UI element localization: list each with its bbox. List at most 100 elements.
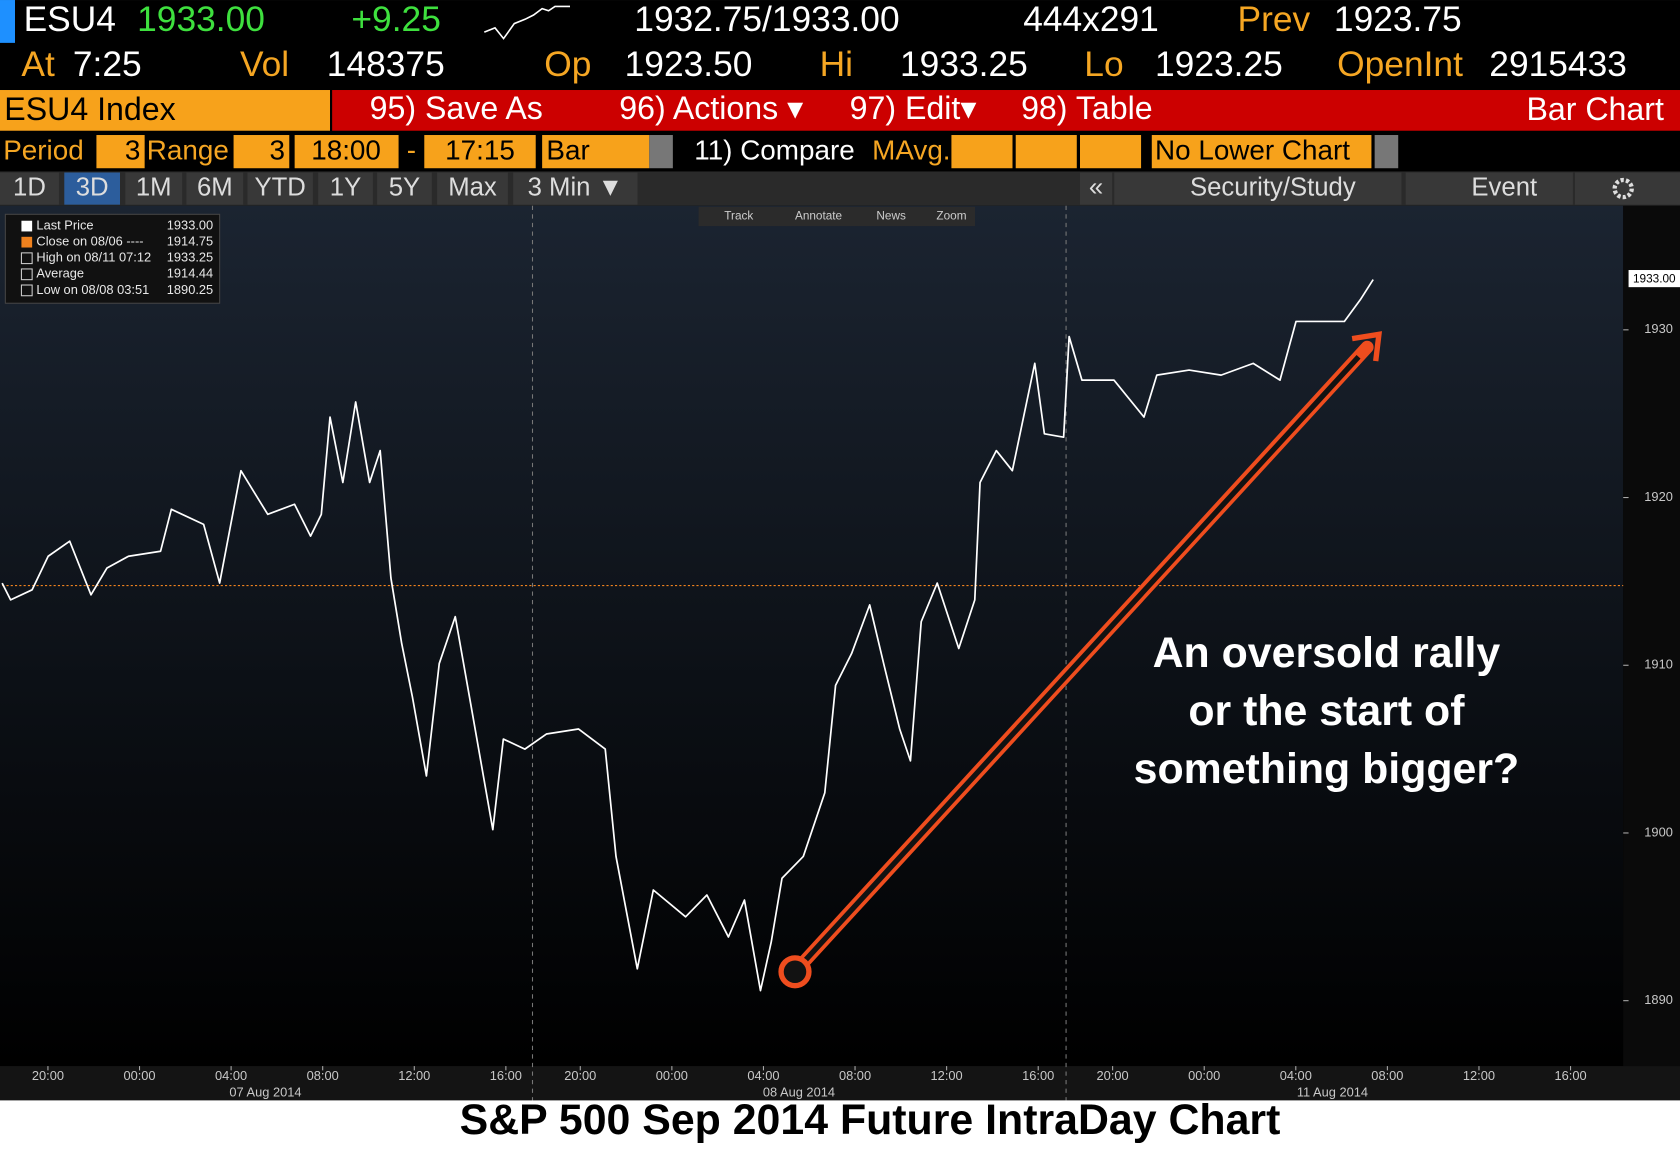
- x-tick-label: 04:00: [215, 1068, 247, 1083]
- tab[interactable]: [0, 172, 59, 205]
- x-tick-label: 20:00: [32, 1068, 64, 1083]
- tab-label[interactable]: 1D: [13, 173, 46, 201]
- toolbar-button[interactable]: 95) Save As: [370, 90, 543, 126]
- setting: MAvg.: [872, 135, 950, 166]
- tool-label[interactable]: «: [1089, 173, 1103, 201]
- x-tick-label: 16:00: [1554, 1068, 1586, 1083]
- price-line: [1, 279, 1374, 992]
- mavg-box[interactable]: [1080, 135, 1142, 169]
- lower-box[interactable]: [1151, 135, 1372, 169]
- tab-label[interactable]: 3 Min ▼: [528, 173, 623, 201]
- legend-swatch: [20, 268, 33, 281]
- style-box[interactable]: [542, 135, 650, 169]
- tab-label[interactable]: 1Y: [330, 173, 361, 201]
- end-box[interactable]: [424, 135, 536, 169]
- tab-label[interactable]: 1M: [136, 173, 172, 201]
- header-field: 148375: [327, 45, 445, 84]
- header-field: OpenInt: [1337, 45, 1463, 84]
- tab[interactable]: [186, 172, 244, 205]
- tool-button[interactable]: [1405, 172, 1573, 205]
- tab[interactable]: [437, 172, 508, 205]
- tab-backgrounds: [0, 172, 1680, 205]
- tab[interactable]: [377, 172, 432, 205]
- tab[interactable]: [64, 172, 120, 205]
- period-box[interactable]: [96, 135, 145, 169]
- tool-label[interactable]: Security/Study: [1190, 173, 1356, 201]
- x-tick-label: 00:00: [656, 1068, 688, 1083]
- y-axis-area: [1623, 205, 1680, 1067]
- header-field: 1933.25: [900, 45, 1028, 84]
- header-field: 444x291: [1023, 0, 1159, 39]
- x-tick-label: 12:00: [398, 1068, 430, 1083]
- chart-tool[interactable]: News: [876, 210, 906, 223]
- legend-swatch: [21, 236, 33, 248]
- dropdown[interactable]: [649, 135, 673, 169]
- settings-button[interactable]: [1575, 172, 1680, 205]
- legend-value: 1914.75: [167, 234, 213, 249]
- x-date-label: 07 Aug 2014: [229, 1084, 301, 1099]
- mavg-box[interactable]: [1015, 135, 1077, 169]
- chart: 1890 1900 1910 1920 1930 20:00 00:00 04:00 08:00…: [1, 217, 1676, 1099]
- tab-label[interactable]: Max: [448, 173, 497, 201]
- tool-label[interactable]: Event: [1471, 173, 1537, 201]
- security-box[interactable]: [0, 90, 330, 131]
- x-tick-label: 08:00: [839, 1068, 871, 1083]
- legend-value: 1914.44: [167, 266, 213, 281]
- tab-label[interactable]: 6M: [197, 173, 233, 201]
- tool-button[interactable]: [1080, 172, 1113, 205]
- setting: Bar: [546, 135, 589, 166]
- y-tick-label: 1930: [1644, 321, 1673, 336]
- start-box[interactable]: [294, 135, 399, 169]
- x-tick-label: 12:00: [1463, 1068, 1495, 1083]
- x-tick-label: 04:00: [747, 1068, 779, 1083]
- range-box[interactable]: [233, 135, 290, 169]
- legend-label: Close on 08/06 ----: [36, 234, 143, 249]
- header-field: ESU4: [24, 0, 116, 39]
- arrow-head: [1351, 331, 1383, 362]
- toolbar-button[interactable]: 96) Actions ▾: [619, 90, 803, 126]
- setting: 17:15: [445, 135, 515, 166]
- annotation: something bigger?: [1134, 745, 1520, 793]
- last-price-tag: 1933.00: [1633, 273, 1676, 286]
- header-field: 1932.75/1933.00: [634, 0, 899, 39]
- sparkline: [483, 5, 570, 40]
- header-field: Hi: [820, 45, 853, 84]
- toolbar-button[interactable]: 98) Table: [1021, 90, 1153, 126]
- chart-tool[interactable]: Annotate: [795, 210, 843, 223]
- legend-box: [4, 213, 221, 304]
- tool-button[interactable]: [1114, 172, 1402, 205]
- chart-tool[interactable]: Track: [724, 210, 753, 223]
- x-date-label: 11 Aug 2014: [1297, 1084, 1368, 1099]
- tab[interactable]: [318, 172, 373, 205]
- header-field: 7:25: [73, 45, 142, 84]
- y-tick-label: 1900: [1644, 824, 1673, 839]
- x-tick-label: 08:00: [307, 1068, 339, 1083]
- caption: S&P 500 Sep 2014 Future IntraDay Chart: [460, 1096, 1281, 1144]
- header-field: 1923.25: [1155, 45, 1283, 84]
- legend-value: 1890.25: [167, 282, 213, 297]
- tab-label[interactable]: 3D: [76, 173, 109, 201]
- tab-label[interactable]: YTD: [254, 173, 305, 201]
- legend-value: 1933.00: [167, 217, 213, 232]
- x-tick-label: 08:00: [1371, 1068, 1403, 1083]
- dropdown[interactable]: [1374, 135, 1399, 169]
- x-tick-label: 00:00: [123, 1068, 155, 1083]
- setting: Period: [3, 135, 84, 166]
- header-field: 1923.75: [1334, 0, 1462, 39]
- header-field: Lo: [1084, 45, 1123, 84]
- annotation: or the start of: [1188, 687, 1465, 735]
- tab-label[interactable]: 5Y: [389, 173, 420, 201]
- setting: 3: [125, 135, 141, 166]
- x-tick-label: 00:00: [1188, 1068, 1220, 1083]
- header-field: 1933.00: [137, 0, 265, 39]
- gear-icon: [1612, 177, 1634, 200]
- tab[interactable]: [513, 172, 638, 205]
- setting: -: [407, 135, 416, 166]
- mavg-box[interactable]: [951, 135, 1013, 169]
- tab[interactable]: [125, 172, 183, 205]
- toolbar-button[interactable]: 97) Edit▾: [850, 90, 977, 126]
- chart-tool[interactable]: Zoom: [936, 210, 966, 223]
- tab[interactable]: [247, 172, 313, 205]
- header-field: 1923.50: [625, 45, 753, 84]
